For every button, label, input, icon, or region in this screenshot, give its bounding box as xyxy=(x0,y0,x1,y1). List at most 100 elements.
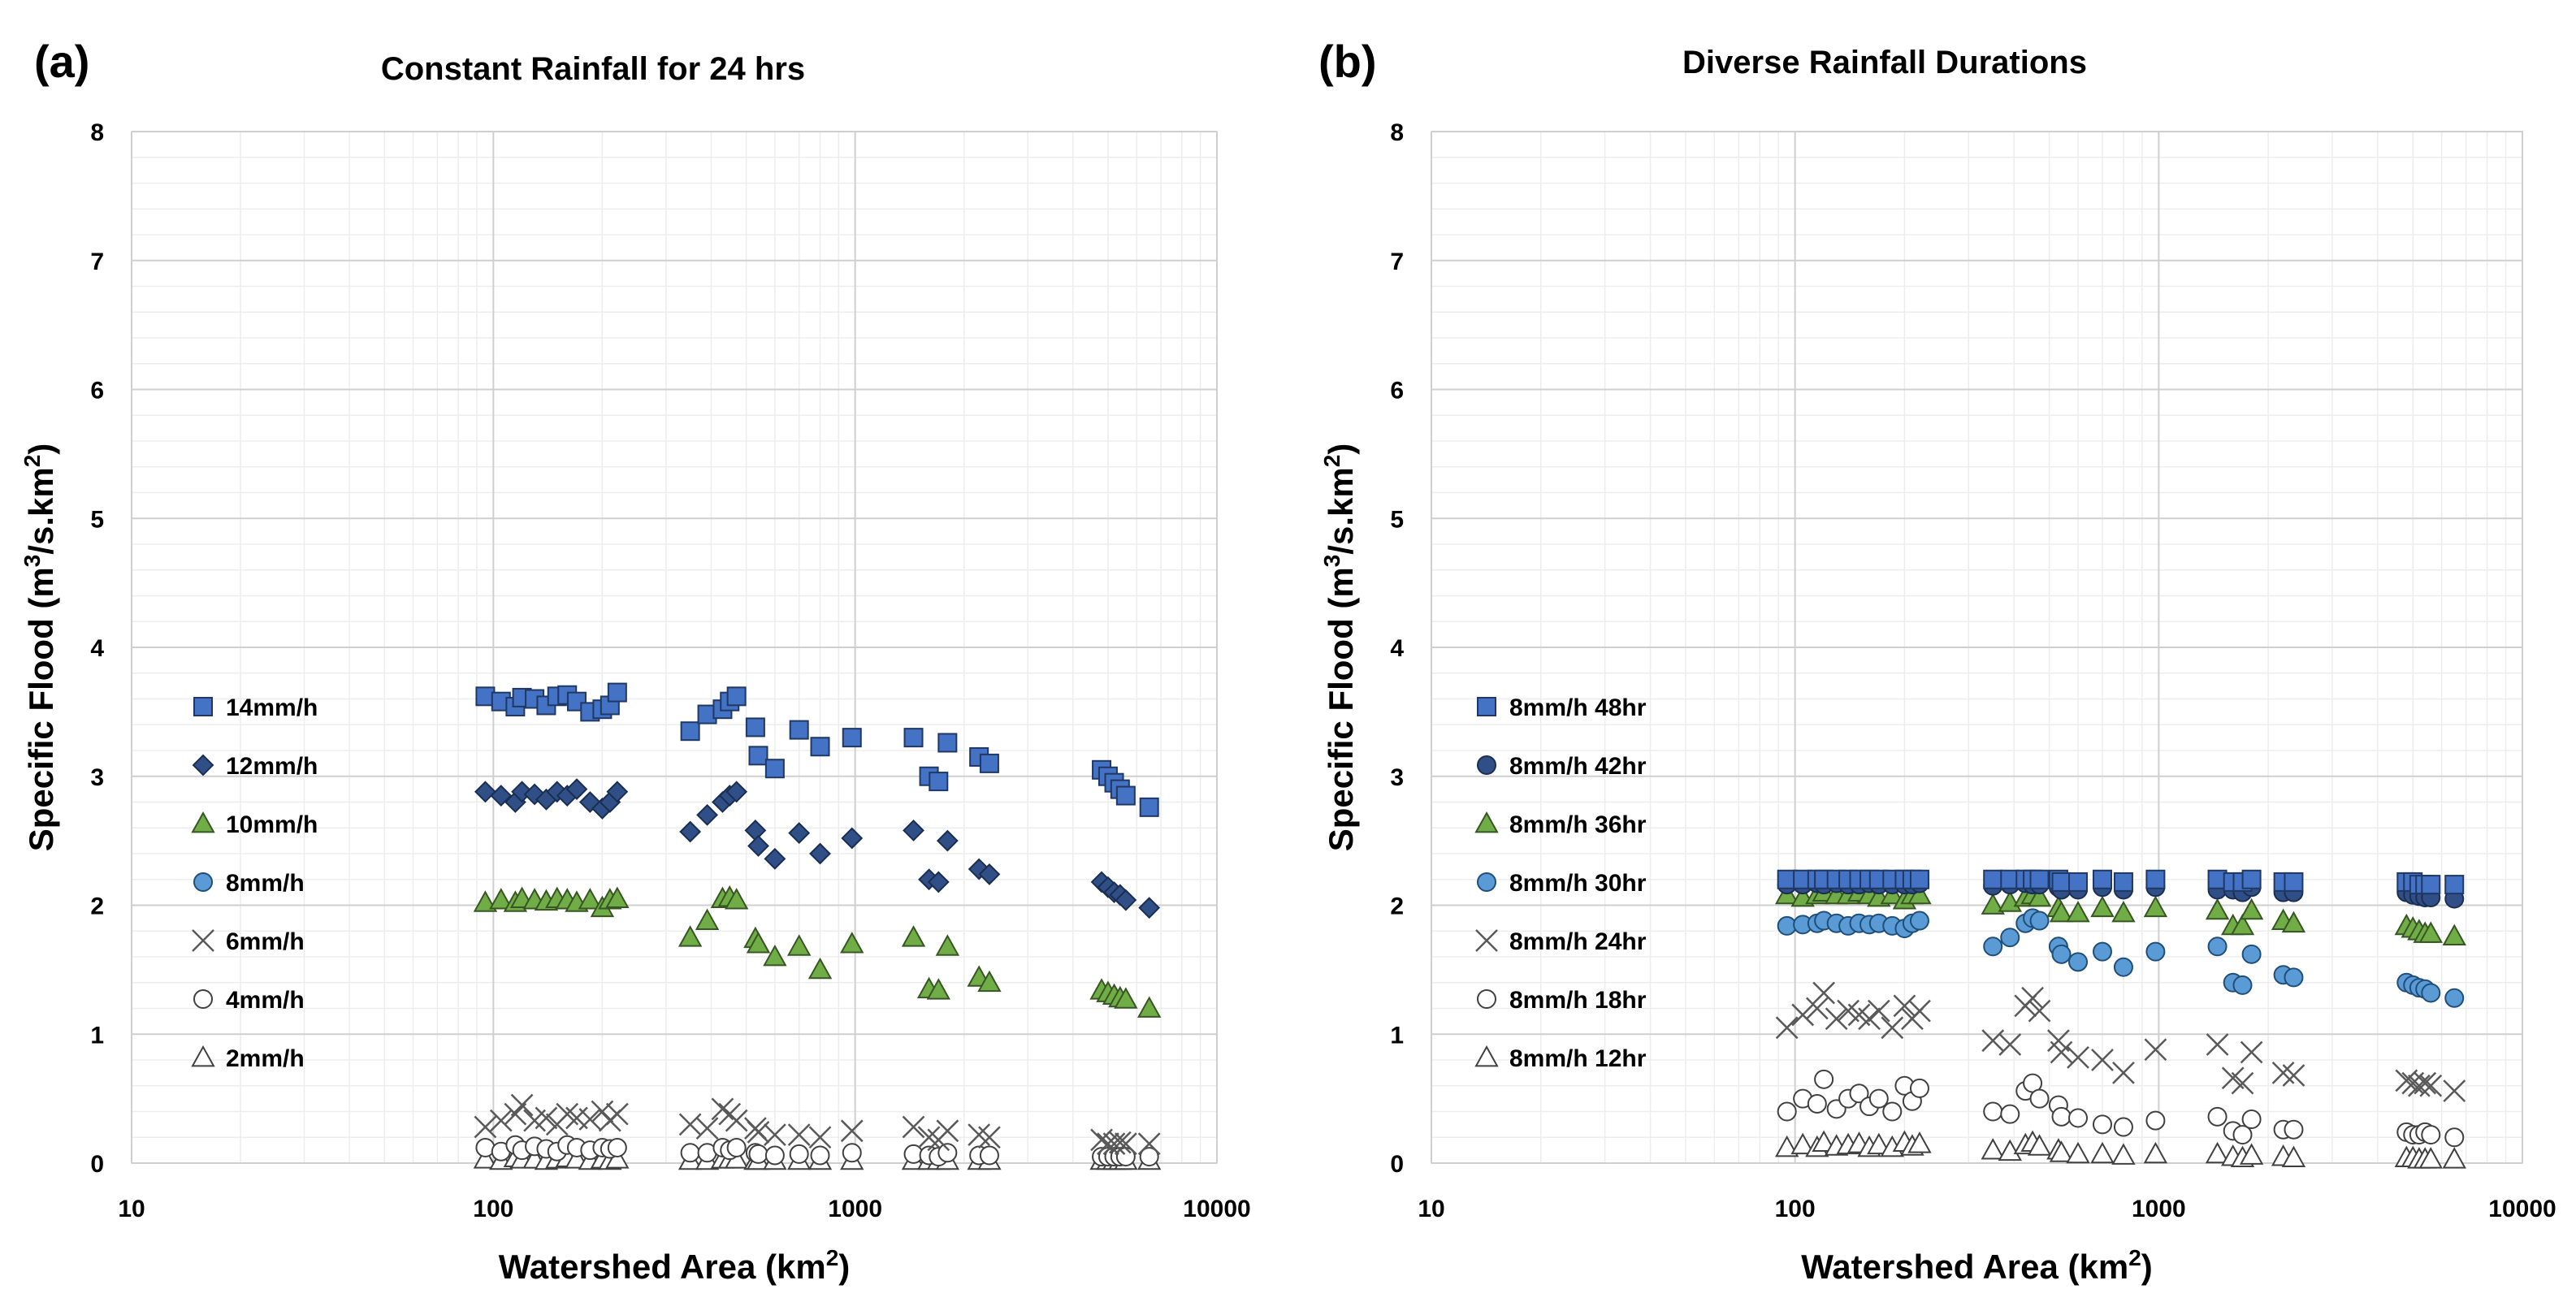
chart-a-point-s4-33 xyxy=(1108,1131,1132,1154)
chart-b-point-s0-22 xyxy=(2113,872,2133,892)
chart-a-point-s1-26 xyxy=(927,871,950,893)
chart-a-point-s5-17 xyxy=(726,1137,747,1157)
chart-a-ytick-label-2: 2 xyxy=(90,893,104,920)
chart-b-point-s3-19 xyxy=(2051,944,2072,964)
chart-b-point-s4-34-stroke-b xyxy=(2419,1074,2443,1097)
chart-b-point-s4-19 xyxy=(2050,1040,2073,1064)
chart-b-legend-marker-5 xyxy=(1477,989,1496,1009)
chart-a-point-s4-21 xyxy=(787,1123,811,1146)
chart-a-series-4 xyxy=(474,1093,1161,1156)
chart-a-point-s2-1 xyxy=(489,888,513,910)
chart-b-point-s6-24 xyxy=(2205,1141,2230,1164)
chart-b-point-s4-18-stroke-b xyxy=(2047,1029,2070,1053)
chart-b-series-5 xyxy=(1777,1069,2465,1148)
chart-b-point-s4-17-stroke-b xyxy=(2028,999,2051,1023)
chart-a-point-s2-34 xyxy=(1114,987,1138,1009)
chart-a-point-s2-13 xyxy=(678,925,703,947)
chart-b-point-s4-22 xyxy=(2112,1061,2135,1084)
chart-a-point-s5-0 xyxy=(475,1137,496,1157)
chart-b-ytick-label-6: 6 xyxy=(1390,378,1404,404)
chart-b-point-s5-19 xyxy=(2051,1106,2072,1127)
chart-a-point-s4-0 xyxy=(474,1115,497,1139)
chart-a-point-s4-3-stroke-b xyxy=(510,1093,534,1117)
chart-b-point-s4-22-stroke-b xyxy=(2112,1061,2135,1084)
chart-b-point-s3-35 xyxy=(2444,988,2465,1008)
chart-b-point-s4-1 xyxy=(1791,1003,1815,1027)
chart-a-legend-label-4: 6mm/h xyxy=(226,928,305,955)
chart-a-legend-label-5: 4mm/h xyxy=(226,987,305,1014)
chart-b-yaxis-title-end: ) xyxy=(1322,443,1360,455)
chart-a-point-s4-1-stroke-b xyxy=(489,1109,513,1132)
chart-b-point-s6-20 xyxy=(2066,1141,2090,1164)
chart-b-series-0 xyxy=(1777,869,2465,895)
chart-a-point-s4-2-stroke-b xyxy=(504,1102,527,1126)
chart-a-point-s2-22 xyxy=(807,957,833,980)
chart-b-point-s5-24 xyxy=(2207,1106,2227,1127)
chart-b-ytick-label-2: 2 xyxy=(1390,893,1404,920)
chart-b-point-s0-29 xyxy=(2284,872,2304,892)
chart-b-point-s4-20 xyxy=(2067,1045,2089,1069)
chart-a-legend-label-6: 2mm/h xyxy=(226,1045,305,1072)
chart-a-point-s4-30-stroke-b xyxy=(1090,1128,1113,1152)
chart-b-point-s5-20 xyxy=(2068,1108,2089,1128)
chart-b-point-s5-12 xyxy=(1909,1078,1929,1098)
chart-a-legend-marker-4-stroke-b xyxy=(192,929,214,952)
chart-a-point-s4-35-stroke-b xyxy=(1137,1132,1161,1156)
chart-b-point-s4-10 xyxy=(1893,994,1916,1018)
chart-b-ytick-label-4: 4 xyxy=(1390,635,1404,662)
chart-a-point-s2-23 xyxy=(840,932,864,954)
chart-a-point-s4-28-stroke-b xyxy=(968,1123,991,1146)
chart-a-point-s4-1 xyxy=(489,1109,513,1132)
chart-b-ytick-label-7: 7 xyxy=(1390,249,1404,275)
chart-a-point-s1-27 xyxy=(936,829,959,852)
chart-b-legend-label-3: 8mm/h 30hr xyxy=(1509,870,1647,897)
chart-b-point-s4-17 xyxy=(2028,999,2051,1023)
chart-a-legend-marker-3 xyxy=(193,872,213,892)
chart-a-ytick-label-3: 3 xyxy=(90,764,104,791)
chart-a-point-s2-0 xyxy=(473,890,498,912)
chart-b-point-s4-4 xyxy=(1825,1007,1848,1031)
chart-b-point-s2-27 xyxy=(2239,898,2264,920)
chart-b-point-s4-29 xyxy=(2282,1064,2305,1087)
chart-a-legend-label-3: 8mm/h xyxy=(226,870,305,897)
chart-b-ytick-label-0: 0 xyxy=(1390,1151,1404,1178)
chart-a-point-s1-35 xyxy=(1138,897,1161,919)
chart-a-point-s5-29 xyxy=(979,1145,999,1166)
chart-b-point-s4-27 xyxy=(2240,1040,2263,1064)
chart-a-point-s4-7-stroke-b xyxy=(556,1102,579,1126)
chart-a-point-s4-23 xyxy=(840,1119,864,1143)
chart-b-point-s4-0-stroke-b xyxy=(1775,1016,1799,1040)
chart-b-point-s6-3 xyxy=(1812,1130,1836,1152)
chart-b-yaxis-title: Specific Flood (m3/s.km2) xyxy=(1319,443,1360,852)
chart-b-legend: 8mm/h 48hr 8mm/h 42hr 8mm/h 36hr 8mm/h 30hr… xyxy=(1474,694,1647,1072)
chart-a-legend-marker-0 xyxy=(193,697,213,716)
chart-b-xaxis-title: Watershed Area (km2) xyxy=(1801,1245,2153,1286)
chart-b-point-s5-34 xyxy=(2421,1125,2441,1145)
chart-b-title: Diverse Rainfall Durations xyxy=(1682,45,2087,80)
chart-b-yaxis-title-mid: /s.km xyxy=(1322,467,1360,554)
chart-b-series-4 xyxy=(1775,981,2466,1102)
chart-b-point-s6-23 xyxy=(2143,1141,2168,1164)
chart-a-legend-marker-1 xyxy=(192,754,214,776)
chart-b-point-s2-19 xyxy=(2049,900,2074,923)
chart-b-point-s3-12 xyxy=(1909,911,1929,931)
chart-a-legend-marker-6 xyxy=(191,1045,215,1067)
chart-a-ytick-label-5: 5 xyxy=(90,506,104,533)
chart-a-point-s0-19 xyxy=(748,746,768,766)
chart-b-point-s4-12 xyxy=(1908,999,1931,1023)
chart-a-point-s4-8-stroke-b xyxy=(565,1106,588,1130)
chart-b-point-s4-28-stroke-b xyxy=(2271,1061,2295,1084)
chart-a-xtick-label-1000: 1000 xyxy=(828,1196,882,1222)
chart-a-point-s2-14 xyxy=(695,908,720,930)
chart-a-point-s0-13 xyxy=(680,721,700,742)
chart-a-point-s4-29-stroke-b xyxy=(978,1126,1001,1149)
chart-a-series-2 xyxy=(473,885,1162,1018)
chart-a-xaxis-title-end: ) xyxy=(838,1248,850,1286)
chart-b-point-s2-26 xyxy=(2230,913,2255,936)
chart-b: 0 1 2 3 4 5 6 7 8 10 100 1000 10000 (b) Diverse Rainfa… xyxy=(1318,36,2557,1286)
chart-b-point-s4-9-stroke-b xyxy=(1881,1016,1904,1040)
chart-a-point-s4-23-stroke-b xyxy=(840,1119,864,1143)
chart-a-point-s2-24 xyxy=(901,925,926,947)
chart-b-point-s6-8 xyxy=(1867,1132,1891,1155)
